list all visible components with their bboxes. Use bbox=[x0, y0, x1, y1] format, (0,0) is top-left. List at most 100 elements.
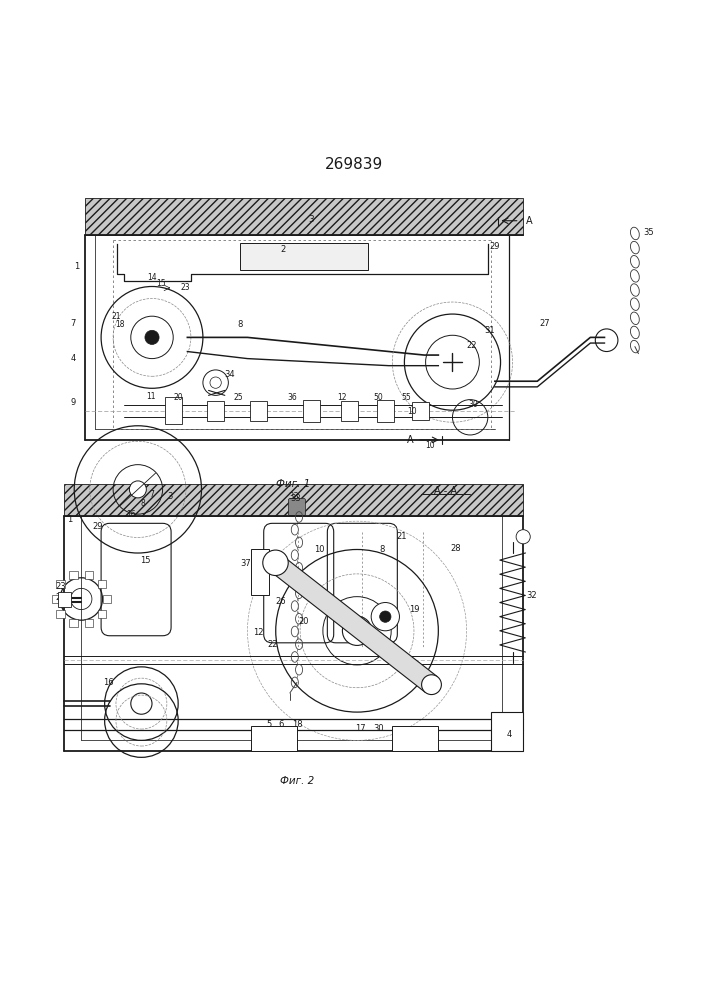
Text: 9: 9 bbox=[70, 398, 76, 407]
Text: 12: 12 bbox=[337, 393, 346, 402]
Bar bbox=[85, 619, 93, 627]
Text: 12: 12 bbox=[253, 628, 263, 637]
Circle shape bbox=[342, 616, 372, 645]
Bar bbox=[52, 595, 60, 603]
Text: 8: 8 bbox=[379, 545, 385, 554]
Text: 29: 29 bbox=[490, 242, 500, 251]
Text: 269839: 269839 bbox=[325, 157, 382, 172]
Bar bbox=[69, 619, 78, 627]
Text: 14: 14 bbox=[147, 273, 157, 282]
Text: 16: 16 bbox=[126, 510, 136, 519]
Text: 30: 30 bbox=[373, 724, 384, 733]
Text: А: А bbox=[407, 435, 414, 445]
Circle shape bbox=[421, 675, 441, 695]
Text: 34: 34 bbox=[224, 370, 235, 379]
Text: 33: 33 bbox=[290, 494, 301, 503]
Circle shape bbox=[210, 377, 221, 388]
Text: 29: 29 bbox=[93, 522, 103, 531]
Text: Фиг. 2: Фиг. 2 bbox=[280, 776, 314, 786]
Text: 27: 27 bbox=[55, 593, 66, 602]
Text: 18: 18 bbox=[115, 320, 125, 329]
Text: 28: 28 bbox=[450, 544, 462, 553]
Bar bbox=[392, 726, 438, 751]
Text: 11: 11 bbox=[146, 392, 156, 401]
Bar bbox=[377, 400, 394, 422]
Text: 20: 20 bbox=[299, 617, 309, 626]
Text: 21: 21 bbox=[112, 312, 122, 321]
Text: 9: 9 bbox=[407, 660, 413, 669]
Polygon shape bbox=[269, 555, 438, 692]
Text: 30: 30 bbox=[469, 400, 479, 409]
Text: 27: 27 bbox=[539, 319, 550, 328]
Bar bbox=[165, 397, 182, 424]
Text: 3: 3 bbox=[167, 492, 173, 501]
Text: 20: 20 bbox=[173, 393, 183, 402]
Text: Фиг. 1: Фиг. 1 bbox=[276, 479, 310, 489]
Bar bbox=[491, 712, 523, 751]
Circle shape bbox=[129, 481, 146, 498]
Text: 1: 1 bbox=[74, 262, 79, 271]
Text: А: А bbox=[525, 216, 532, 226]
Text: 31: 31 bbox=[484, 326, 495, 335]
Bar bbox=[412, 402, 429, 420]
Text: 36: 36 bbox=[287, 393, 297, 402]
Circle shape bbox=[263, 550, 288, 576]
Bar bbox=[57, 580, 65, 588]
Bar bbox=[251, 726, 297, 751]
Circle shape bbox=[516, 530, 530, 544]
Text: 50: 50 bbox=[373, 393, 383, 402]
Text: 17: 17 bbox=[355, 724, 366, 733]
Text: 18: 18 bbox=[291, 720, 303, 729]
Text: 4: 4 bbox=[70, 354, 76, 363]
Text: 55: 55 bbox=[402, 393, 411, 402]
Bar bbox=[69, 571, 78, 579]
Text: 35: 35 bbox=[643, 228, 654, 237]
Text: 33: 33 bbox=[288, 492, 299, 501]
Text: 19: 19 bbox=[409, 605, 419, 614]
Polygon shape bbox=[64, 484, 523, 516]
Text: 4: 4 bbox=[506, 730, 512, 739]
Text: 32: 32 bbox=[526, 591, 537, 600]
Text: 6: 6 bbox=[278, 720, 284, 729]
Text: 3: 3 bbox=[308, 215, 314, 224]
Bar bbox=[98, 610, 106, 618]
Bar bbox=[58, 592, 71, 607]
Text: 25: 25 bbox=[233, 393, 243, 402]
Circle shape bbox=[380, 611, 391, 622]
Text: 37: 37 bbox=[240, 559, 252, 568]
Bar bbox=[341, 401, 358, 421]
FancyBboxPatch shape bbox=[288, 499, 305, 516]
Circle shape bbox=[145, 330, 159, 344]
Text: 8: 8 bbox=[141, 499, 145, 508]
Text: А - А: А - А bbox=[434, 486, 457, 496]
Text: 22: 22 bbox=[267, 640, 277, 649]
Text: 10: 10 bbox=[425, 441, 435, 450]
Text: 2: 2 bbox=[280, 245, 286, 254]
Circle shape bbox=[371, 603, 399, 631]
Text: 22: 22 bbox=[467, 341, 477, 350]
Text: 26: 26 bbox=[275, 597, 286, 606]
Text: 15: 15 bbox=[141, 556, 151, 565]
Text: 5: 5 bbox=[266, 720, 271, 729]
Bar bbox=[98, 580, 106, 588]
Text: 7: 7 bbox=[70, 319, 76, 328]
Text: 8: 8 bbox=[238, 320, 243, 329]
Circle shape bbox=[131, 693, 152, 714]
Text: 23: 23 bbox=[55, 582, 66, 591]
Text: 21: 21 bbox=[397, 532, 407, 541]
Text: 10: 10 bbox=[315, 545, 325, 554]
Bar bbox=[251, 549, 269, 595]
Bar bbox=[250, 401, 267, 421]
Text: 7: 7 bbox=[150, 490, 154, 499]
Text: 23: 23 bbox=[180, 283, 190, 292]
Bar bbox=[207, 401, 224, 421]
Text: 15: 15 bbox=[156, 279, 166, 288]
Text: 1: 1 bbox=[66, 515, 72, 524]
Bar bbox=[240, 243, 368, 270]
Text: 10: 10 bbox=[407, 407, 417, 416]
Bar bbox=[303, 400, 320, 422]
Bar bbox=[85, 571, 93, 579]
Text: 16: 16 bbox=[103, 678, 114, 687]
Polygon shape bbox=[85, 198, 523, 235]
Text: 24: 24 bbox=[312, 586, 322, 595]
